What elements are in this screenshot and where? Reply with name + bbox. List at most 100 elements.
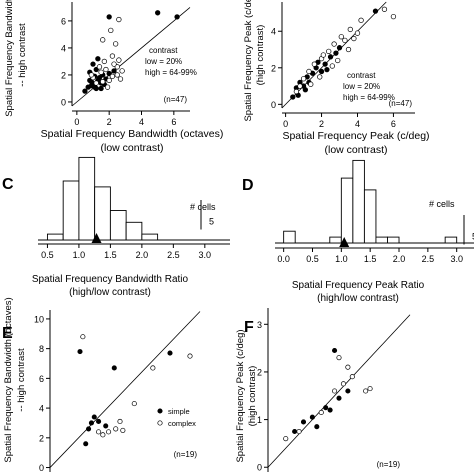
panel-a-point-open <box>108 27 114 34</box>
panel-a-point-open <box>114 72 120 78</box>
panel-d-histogram: D 0.0 0.5 1.0 1.5 2.0 2.5 3.0 5 # cells Spatial F… <box>242 159 474 304</box>
panel-c-x-tick-label: 1.0 <box>73 250 86 260</box>
panel-a-y-tick-label: 0 <box>61 97 66 107</box>
panel-e-y-label: Spatial Frequency Bandwidth (octaves) <box>3 297 14 462</box>
panel-c-bar <box>94 186 111 241</box>
panel-b-legend-text: low = 20% <box>343 82 380 91</box>
panel-a-point-filled <box>90 61 96 67</box>
panel-e-point-open <box>131 401 137 407</box>
panel-a-n-label: (n=47) <box>164 95 188 104</box>
panel-f-point-filled <box>332 347 338 354</box>
panel-b-legend-text: high = 64-99% <box>343 93 395 102</box>
panel-a-point-open <box>106 77 112 83</box>
panel-a-point-open <box>109 53 116 59</box>
panel-d-bar <box>444 236 458 244</box>
panel-b-x-label: (low contrast) <box>324 144 387 156</box>
panel-b-point-filled <box>302 87 309 93</box>
panel-f-point-open <box>340 381 346 387</box>
panel-a-point-open <box>104 84 111 90</box>
panel-d-bar <box>363 189 377 244</box>
panel-d-bar <box>352 159 365 244</box>
panel-e-point-open <box>113 426 119 432</box>
panel-a-y-tick-label: 6 <box>61 16 66 26</box>
panel-b-y-tick-label: 0 <box>271 100 276 110</box>
panel-b-point-open <box>293 88 300 95</box>
panel-b-point-open <box>347 26 353 33</box>
panel-e-point-filled <box>88 420 94 426</box>
panel-a-point-filled <box>111 68 117 74</box>
panel-f-scatter: F 0 1 2 3 Spatial Frequency Peak (c/deg) (hig… <box>235 308 411 473</box>
panel-b-point-filled <box>290 94 296 100</box>
panel-b-point-open <box>320 52 326 58</box>
panel-e-y-tick-label: 6 <box>39 374 44 384</box>
panel-e-y-tick-label: 8 <box>39 344 44 354</box>
panel-c-bar <box>109 210 127 241</box>
panel-f-y-tick-label: 2 <box>257 367 262 377</box>
panel-a-y-label: Spatial Frequency Bandwidth <box>4 0 15 117</box>
panel-e-n-label: (n=19) <box>174 450 198 459</box>
panel-b-point-open <box>338 34 344 40</box>
panel-c-bar <box>141 233 159 241</box>
panel-e-point-open <box>117 418 123 425</box>
panel-a-point-open <box>88 72 95 78</box>
panel-a-x-tick-label: 0 <box>74 117 79 127</box>
panel-c-x-tick-label: 3.0 <box>199 250 212 260</box>
panel-d-scale-value: 5 <box>472 232 474 242</box>
panel-a-point-open <box>96 64 103 70</box>
panel-f-point-filled <box>327 407 333 413</box>
panel-b-y-label: Spatial Frequency Peak (c/deg) <box>243 0 254 122</box>
panel-a-x-tick-label: 6 <box>171 117 176 127</box>
panel-d-x-tick-label: 0.5 <box>306 254 319 264</box>
panel-a-y-label: -- high contrast <box>17 23 28 87</box>
panel-e-point-filled <box>111 365 117 371</box>
panel-d-x-tick-label: 0.0 <box>277 254 290 264</box>
panel-d-bar <box>340 177 354 244</box>
panel-d-scale-label: # cells <box>429 199 455 209</box>
panel-b-point-filled <box>327 54 334 60</box>
panel-f-point-filled <box>314 424 320 430</box>
panel-a-point-open <box>109 73 116 79</box>
panel-b-point-open <box>311 61 318 67</box>
panel-f-point-open <box>283 436 289 442</box>
panel-b-y-tick-label: 4 <box>271 27 276 37</box>
panel-d-x-tick-label: 3.0 <box>450 254 463 264</box>
panel-b-x-tick-label: 6 <box>391 119 396 129</box>
panel-a-point-open <box>112 41 119 47</box>
panel-e-legend-text: complex <box>168 419 196 428</box>
panel-f-y-label: Spatial Frequency Peak (c/deg) <box>235 329 246 462</box>
panel-e-point-filled <box>167 350 173 356</box>
panel-e-point-filled <box>86 426 92 432</box>
panel-a-point-filled <box>82 88 88 94</box>
panel-c-bar <box>62 180 80 241</box>
panel-e-scatter: E 0 2 4 6 8 10 Spatial Frequency Bandwidth (oc… <box>2 297 201 473</box>
panel-e-legend-marker <box>157 408 163 414</box>
panel-f-point-open <box>296 428 302 435</box>
panel-c-x-tick-label: 1.5 <box>104 250 117 260</box>
panel-b-point-open <box>306 68 312 75</box>
panel-e-point-filled <box>83 441 89 447</box>
panel-a-legend-text: low = 20% <box>145 57 182 66</box>
panel-c-x-tick-label: 2.5 <box>167 250 180 260</box>
panel-a-point-filled <box>106 14 112 20</box>
panel-f-y-tick-label: 3 <box>257 320 262 330</box>
panel-e-legend-marker <box>157 420 163 426</box>
panel-a-unity-line <box>71 7 191 107</box>
panel-d-x-tick-label: 1.0 <box>335 254 348 264</box>
panel-b-legend-text: contrast <box>347 71 376 80</box>
panel-d-x-tick-label: 1.5 <box>364 254 377 264</box>
panel-c-bar <box>78 156 96 241</box>
panel-b-x-tick-label: 4 <box>355 119 360 129</box>
panel-f-unity-line <box>267 314 411 468</box>
panel-f-y-tick-label: 1 <box>257 415 262 425</box>
panel-e-point-open <box>187 353 193 359</box>
panel-a-y-tick-label: 2 <box>61 70 66 80</box>
panel-c-x-tick-label: 2.0 <box>136 250 149 260</box>
panel-c-histogram: C 0.5 1.0 1.5 2.0 2.5 3.0 5 # cells Spatial Freq… <box>2 156 230 298</box>
panel-a-point-filled <box>95 56 101 62</box>
panel-e-y-tick-label: 2 <box>39 433 44 443</box>
panel-b-point-open <box>297 83 303 89</box>
panel-b-point-filled <box>322 61 328 67</box>
panel-e-point-filled <box>91 414 97 420</box>
